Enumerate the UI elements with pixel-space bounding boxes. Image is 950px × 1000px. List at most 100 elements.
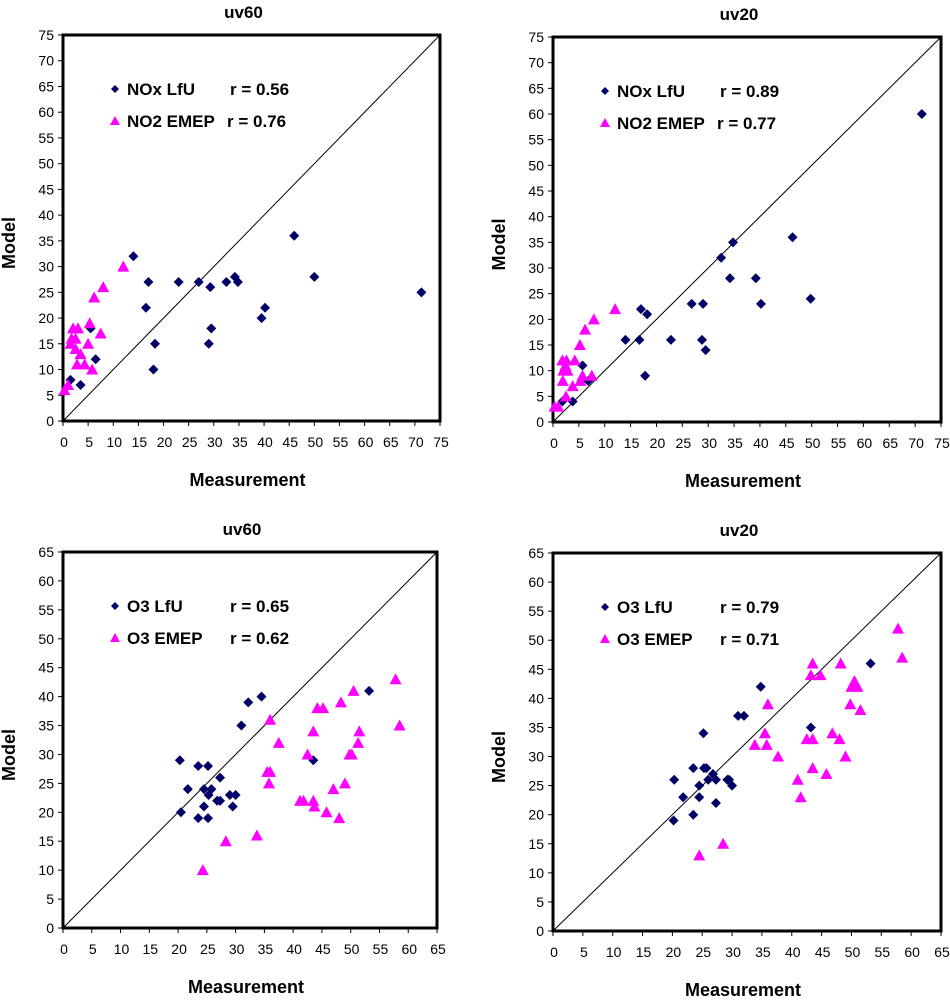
emep-data-point [560,354,573,366]
emep-data-point [71,358,84,370]
lfu-data-point [75,379,86,390]
emep-data-point [896,651,909,663]
lfu-data-point [701,763,712,774]
x-tick-label: 55 [333,434,349,450]
x-tick-label: 5 [85,434,93,450]
y-tick-label: 35 [528,719,544,735]
emep-data-point [272,736,285,748]
legend-triangle-icon [110,116,120,125]
x-axis-label: Measurement [189,470,305,490]
lfu-data-point [182,784,193,795]
emep-data-point [307,725,320,737]
x-tick-label: 45 [815,944,831,960]
emep-data-point [262,777,275,789]
y-tick-label: 20 [528,311,544,327]
x-tick-label: 60 [358,434,374,450]
lfu-data-point [243,697,254,708]
x-tick-label: 20 [650,435,666,451]
legend-series-name: O3 LfU [617,598,673,617]
chart-nox-uv60: uv60 0 5 10 15 20 25 30 35 40 45 50 55 60 65 70 75 0 5 10 15… [0,3,449,490]
x-tick-label: 25 [695,944,711,960]
lfu-data-point [710,774,721,785]
legend-correlation-value: r = 0.79 [720,598,779,617]
lfu-data-point [198,784,209,795]
x-tick-label: 25 [200,941,216,957]
lfu-data-point [215,795,226,806]
x-tick-label: 45 [282,434,298,450]
series-emep [196,673,406,876]
emep-data-point [806,657,819,669]
emep-data-point [552,400,565,412]
x-tick-label: 0 [550,435,558,451]
lfu-data-point [698,728,709,739]
y-tick-label: 0 [46,413,54,429]
lfu-data-point [755,298,766,309]
emep-data-point [97,281,110,293]
y-tick-label: 10 [38,362,54,378]
x-tick-label: 20 [666,944,682,960]
emep-data-point [576,369,589,381]
emep-data-point [833,733,846,745]
emep-data-point [94,327,107,339]
x-axis-label: Measurement [685,471,801,491]
emep-data-point [88,291,101,303]
y-axis-label: Model [489,731,509,783]
lfu-data-point [174,755,185,766]
legend: O3 LfU r = 0.79 O3 EMEP r = 0.71 [600,598,779,649]
x-tick-label: 55 [831,435,847,451]
y-tick-label: 70 [528,55,544,71]
lfu-data-point [694,792,705,803]
x-tick-label: 30 [207,434,223,450]
legend-diamond-icon [601,87,609,95]
emep-data-point [347,684,360,696]
emep-data-point [794,791,807,803]
y-tick-label: 35 [528,234,544,250]
y-tick-label: 10 [38,862,54,878]
lfu-data-point [202,761,213,772]
x-tick-label: 15 [143,941,159,957]
legend-correlation-value: r = 0.56 [230,80,289,99]
x-tick-label: 5 [576,435,584,451]
y-tick-label: 60 [38,104,54,120]
y-tick-label: 45 [38,181,54,197]
lfu-data-point [665,334,676,345]
emep-data-point [264,765,277,777]
chart-o3-uv60: uv60 0 5 10 15 20 25 30 35 40 45 50 55 60 65 0 5 10 15 20 25… [0,520,446,997]
x-tick-label: 5 [580,944,588,960]
y-tick-label: 5 [46,387,54,403]
series-emep [693,622,909,861]
emep-data-point [196,864,209,876]
y-tick-label: 25 [528,778,544,794]
y-tick-label: 55 [528,603,544,619]
legend-triangle-icon [600,118,610,127]
emep-data-point [320,806,333,818]
lfu-data-point [175,807,186,818]
y-tick-label: 0 [536,414,544,430]
y-tick-label: 50 [38,156,54,172]
y-tick-label: 55 [528,132,544,148]
lfu-data-point [215,772,226,783]
chart-title: uv60 [224,3,263,22]
y-axis-label: Model [0,217,19,269]
one-to-one-reference-line [62,551,438,929]
x-axis-label: Measurement [188,977,304,997]
x-tick-label: 35 [232,434,248,450]
emep-data-point [585,369,598,381]
y-tick-label: 50 [528,157,544,173]
y-tick-label: 25 [38,775,54,791]
lfu-data-point [289,230,300,241]
lfu-data-point [634,334,645,345]
y-tick-label: 30 [38,259,54,275]
lfu-data-point [694,780,705,791]
x-tick-label: 75 [934,435,950,451]
emep-data-point [301,748,314,760]
emep-data-point [561,364,574,376]
lfu-data-point [724,273,735,284]
y-tick-label: 10 [528,363,544,379]
lfu-data-point [700,345,711,356]
legend: NOx LfU r = 0.89 NO2 EMEP r = 0.77 [600,82,779,133]
y-tick-label: 50 [38,631,54,647]
emep-data-point [791,773,804,785]
x-tick-label: 75 [433,434,449,450]
